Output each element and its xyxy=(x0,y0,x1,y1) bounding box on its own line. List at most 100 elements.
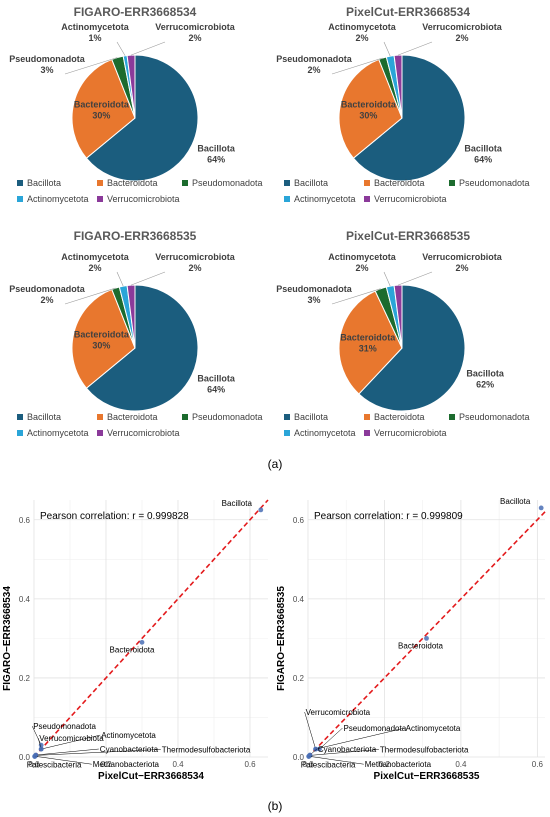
legend-label-pseudomonadota: Pseudomonadota xyxy=(192,178,263,188)
pie-leader-line xyxy=(64,57,118,75)
legend-swatch-bacillota xyxy=(17,180,23,186)
legend-swatch-pseudomonadota xyxy=(449,180,455,186)
pie-label-name: Bacillota xyxy=(197,143,236,153)
pie-leader-line xyxy=(130,41,166,56)
pearson-annotation: Pearson correlation: r = 0.999828 xyxy=(40,511,189,522)
legend-label-actinomycetota: Actinomycetota xyxy=(294,194,356,204)
x-tick-label: 0.2 xyxy=(379,760,391,769)
x-axis-title: PixelCut−ERR3668534 xyxy=(98,771,204,782)
point-label: Actinomycetota xyxy=(101,731,156,740)
legend-swatch-actinomycetota xyxy=(17,196,23,202)
x-tick-label: 0.4 xyxy=(172,760,184,769)
legend-swatch-bacteroidota xyxy=(364,414,370,420)
pie-leader-line xyxy=(130,271,166,286)
scatter-point-verrucomicrobiota xyxy=(38,746,44,752)
point-label: Pseudomonadota xyxy=(343,724,406,733)
pie-label-value: 2% xyxy=(88,263,101,273)
pie-label-value: 64% xyxy=(474,154,492,164)
y-axis-title: FIGARO−ERR3668535 xyxy=(276,586,287,691)
pie-slice-bacteroidota xyxy=(338,58,403,159)
legend-label-bacteroidota: Bacteroidota xyxy=(107,178,158,188)
point-label: Patescibacteria xyxy=(301,761,356,770)
pie-label-name: Bacillota xyxy=(464,143,503,153)
pie-label-name: Bacteroidota xyxy=(74,99,130,109)
pie-slice-bacteroidota xyxy=(71,288,136,389)
pie-label-name: Bacteroidota xyxy=(340,333,396,343)
pie-leader-line xyxy=(397,41,433,56)
point-leader-line xyxy=(41,734,101,750)
pie-label-value: 2% xyxy=(455,263,468,273)
x-tick-label: 0.0 xyxy=(302,760,314,769)
legend-label-verrucomicrobiota: Verrucomicrobiota xyxy=(107,428,180,438)
pie-label-value: 64% xyxy=(207,384,225,394)
point-label: Thermodesulfobacteriota xyxy=(162,745,251,754)
pie-slice-verrucomicrobiota xyxy=(126,54,136,119)
scatter-point-actinomycetota xyxy=(313,746,319,752)
pie-label-name: Verrucomicrobiota xyxy=(422,22,503,32)
pie-slice-verrucomicrobiota xyxy=(126,284,136,349)
x-axis-title: PixelCut−ERR3668535 xyxy=(374,771,480,782)
pie-label-value: 2% xyxy=(355,33,368,43)
x-tick-label: 0.4 xyxy=(455,760,467,769)
pie-label-value: 2% xyxy=(40,295,53,305)
legend-swatch-actinomycetota xyxy=(17,430,23,436)
y-axis-title: FIGARO−ERR3668534 xyxy=(2,586,13,691)
pie-label-name: Actinomycetota xyxy=(61,22,130,32)
pearson-annotation: Pearson correlation: r = 0.999809 xyxy=(314,511,463,522)
pie-chart-4: PixelCut-ERR3668535Bacillota62%Bacteroid… xyxy=(276,229,529,438)
pie-label-value: 2% xyxy=(355,263,368,273)
point-label: Patescibacteria xyxy=(27,761,82,770)
legend-swatch-verrucomicrobiota xyxy=(97,196,103,202)
legend-label-bacteroidota: Bacteroidota xyxy=(374,412,425,422)
legend-swatch-bacteroidota xyxy=(97,414,103,420)
pie-label-value: 2% xyxy=(188,263,201,273)
pie-leader-line xyxy=(397,271,433,286)
pie-leader-line xyxy=(383,41,391,57)
legend-label-bacillota: Bacillota xyxy=(27,412,61,422)
pie-label-name: Bacteroidota xyxy=(341,99,397,109)
point-leader-line xyxy=(308,755,364,765)
point-label: Actinomycetota xyxy=(406,724,461,733)
pie-chart-1: FIGARO-ERR3668534Bacillota64%Bacteroidot… xyxy=(9,5,262,204)
scatter-point-bacillota xyxy=(538,505,544,511)
pie-slice-bacteroidota xyxy=(71,58,136,159)
legend-swatch-bacillota xyxy=(284,180,290,186)
pie-label-name: Actinomycetota xyxy=(328,22,397,32)
pie-label-name: Verrucomicrobiota xyxy=(155,252,236,262)
point-leader-line xyxy=(31,726,42,746)
point-leader-line xyxy=(35,749,161,756)
legend-label-pseudomonadota: Pseudomonadota xyxy=(192,412,263,422)
y-tick-label: 0.6 xyxy=(19,516,31,525)
legend-label-bacillota: Bacillota xyxy=(294,412,328,422)
pie-chart-3: FIGARO-ERR3668535Bacillota64%Bacteroidot… xyxy=(9,229,262,438)
pie-label-value: 30% xyxy=(92,340,110,350)
legend-swatch-actinomycetota xyxy=(284,196,290,202)
pie-slice-bacillota xyxy=(358,284,466,412)
legend-swatch-bacillota xyxy=(17,414,23,420)
point-label: Bacteroidota xyxy=(398,641,443,650)
pie-label-name: Verrucomicrobiota xyxy=(155,22,236,32)
legend-swatch-pseudomonadota xyxy=(182,414,188,420)
pie-leader-line xyxy=(116,271,124,287)
pie-label-value: 3% xyxy=(307,295,320,305)
y-tick-label: 0.0 xyxy=(19,753,31,762)
y-tick-label: 0.2 xyxy=(293,674,305,683)
pie-leader-line xyxy=(331,57,383,75)
y-tick-label: 0.2 xyxy=(19,674,31,683)
scatter-point-methanobacteriota xyxy=(32,753,38,759)
pie-leader-line xyxy=(64,287,116,305)
legend-label-pseudomonadota: Pseudomonadota xyxy=(459,178,530,188)
pie-label-name: Bacillota xyxy=(197,373,236,383)
point-leader-line xyxy=(319,727,343,750)
x-tick-label: 0.0 xyxy=(28,760,40,769)
legend-swatch-verrucomicrobiota xyxy=(364,196,370,202)
pie-slice-bacillota xyxy=(85,54,199,182)
point-label: Verrucomicrobiota xyxy=(39,734,104,743)
legend-label-actinomycetota: Actinomycetota xyxy=(27,194,89,204)
point-leader-line xyxy=(34,755,92,765)
point-label: Bacillota xyxy=(222,499,253,508)
legend-label-bacillota: Bacillota xyxy=(294,178,328,188)
pie-label-name: Verrucomicrobiota xyxy=(422,252,503,262)
pie-label-value: 62% xyxy=(476,380,494,390)
point-label: Thermodesulfobacteriota xyxy=(380,745,469,754)
